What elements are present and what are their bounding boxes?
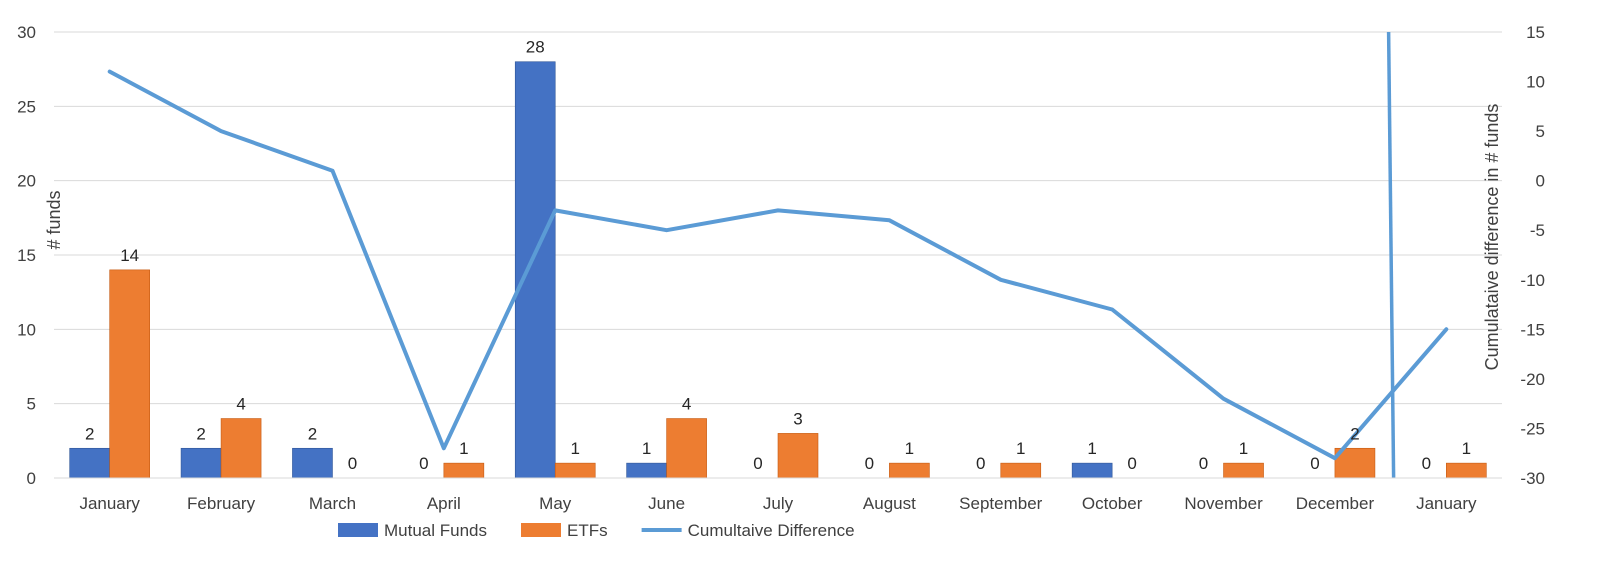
- bar-etfs: [1223, 462, 1264, 479]
- vertical-marker-line: [1386, 31, 1396, 479]
- left-tick-label: 20: [17, 172, 36, 191]
- legend: Mutual Funds ETFs Cumultaive Difference: [338, 521, 855, 540]
- bar-etfs: [889, 462, 930, 479]
- left-tick-label: 25: [17, 97, 36, 116]
- bar-etfs: [777, 433, 819, 479]
- data-label: 28: [526, 38, 545, 57]
- bar-mutual-funds: [180, 447, 222, 479]
- x-tick-label: April: [427, 494, 461, 513]
- right-tick-label: -15: [1520, 320, 1545, 339]
- data-label: 1: [1462, 439, 1471, 458]
- data-label: 1: [1087, 439, 1096, 458]
- right-tick-label: 10: [1526, 73, 1545, 92]
- gridlines: [54, 31, 1502, 405]
- data-label: 4: [682, 395, 691, 414]
- bar-mutual-funds: [292, 447, 333, 479]
- bar-mutual-funds: [514, 61, 556, 479]
- x-tick-label: August: [863, 494, 916, 513]
- data-label: 0: [865, 454, 874, 473]
- bar-mutual-funds: [626, 462, 667, 479]
- x-tick-label: November: [1184, 494, 1263, 513]
- x-tick-label: May: [539, 494, 572, 513]
- data-label: 3: [793, 409, 802, 428]
- right-tick-label: 15: [1526, 23, 1545, 42]
- left-axis-title: # funds: [44, 190, 64, 249]
- right-axis-title: Cumulataive difference in # funds: [1482, 104, 1502, 371]
- left-tick-label: 5: [27, 395, 36, 414]
- data-label: 1: [642, 439, 651, 458]
- x-tick-label: July: [763, 494, 794, 513]
- data-label: 2: [1350, 424, 1359, 443]
- data-label: 1: [1016, 439, 1025, 458]
- data-label: 0: [1199, 454, 1208, 473]
- right-tick-label: -10: [1520, 271, 1545, 290]
- bar-mutual-funds: [69, 447, 110, 479]
- legend-label: ETFs: [567, 521, 608, 540]
- bars: [69, 61, 1487, 479]
- legend-label: Mutual Funds: [384, 521, 487, 540]
- data-label: 4: [236, 395, 245, 414]
- data-label: 0: [1127, 454, 1136, 473]
- right-tick-label: -30: [1520, 469, 1545, 488]
- data-label: 0: [348, 454, 357, 473]
- data-label: 0: [1422, 454, 1431, 473]
- right-tick-label: -5: [1530, 221, 1545, 240]
- x-tick-label: February: [187, 494, 256, 513]
- x-tick-label: September: [959, 494, 1042, 513]
- data-label: 0: [976, 454, 985, 473]
- bar-etfs: [666, 418, 707, 479]
- data-label: 2: [196, 424, 205, 443]
- x-tick-label: March: [309, 494, 356, 513]
- x-tick-label: January: [1416, 494, 1477, 513]
- bar-etfs: [554, 462, 596, 479]
- bar-etfs: [443, 462, 485, 479]
- data-label: 1: [905, 439, 914, 458]
- right-tick-label: 0: [1536, 172, 1545, 191]
- right-tick-label: -25: [1520, 419, 1545, 438]
- x-tick-label: December: [1296, 494, 1375, 513]
- data-label: 0: [753, 454, 762, 473]
- left-tick-label: 10: [17, 320, 36, 339]
- bar-etfs: [1446, 462, 1487, 479]
- left-tick-label: 15: [17, 246, 36, 265]
- bar-etfs: [1000, 462, 1042, 479]
- data-label: 2: [308, 424, 317, 443]
- data-label: 0: [419, 454, 428, 473]
- data-label: 2: [85, 424, 94, 443]
- legend-swatch: [521, 523, 561, 537]
- data-label: 14: [120, 246, 139, 265]
- axes: 051015202530-30-25-20-15-10-5051015Janua…: [17, 23, 1545, 513]
- legend-swatch: [338, 523, 378, 537]
- data-label: 0: [1310, 454, 1319, 473]
- bar-mutual-funds: [1071, 462, 1113, 479]
- legend-label: Cumultaive Difference: [688, 521, 855, 540]
- data-label: 1: [1239, 439, 1248, 458]
- x-tick-label: June: [648, 494, 685, 513]
- bar-etfs: [109, 269, 150, 479]
- right-tick-label: 5: [1536, 122, 1545, 141]
- left-tick-label: 30: [17, 23, 36, 42]
- x-tick-label: October: [1082, 494, 1143, 513]
- x-tick-label: January: [79, 494, 140, 513]
- data-label: 1: [570, 439, 579, 458]
- left-tick-label: 0: [27, 469, 36, 488]
- right-tick-label: -20: [1520, 370, 1545, 389]
- data-label: 1: [459, 439, 468, 458]
- line-cumulative-difference: [107, 69, 1449, 461]
- line-series: [107, 31, 1449, 479]
- bar-etfs: [220, 418, 262, 479]
